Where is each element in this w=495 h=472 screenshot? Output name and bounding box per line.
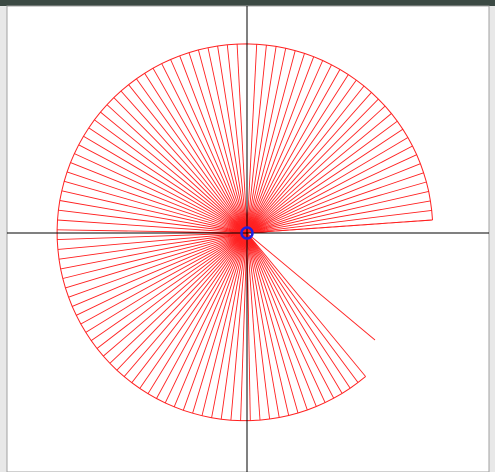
top-strip xyxy=(0,0,495,6)
plot-window xyxy=(0,0,495,472)
page: (() => { const svg = document.getElement… xyxy=(0,0,495,472)
